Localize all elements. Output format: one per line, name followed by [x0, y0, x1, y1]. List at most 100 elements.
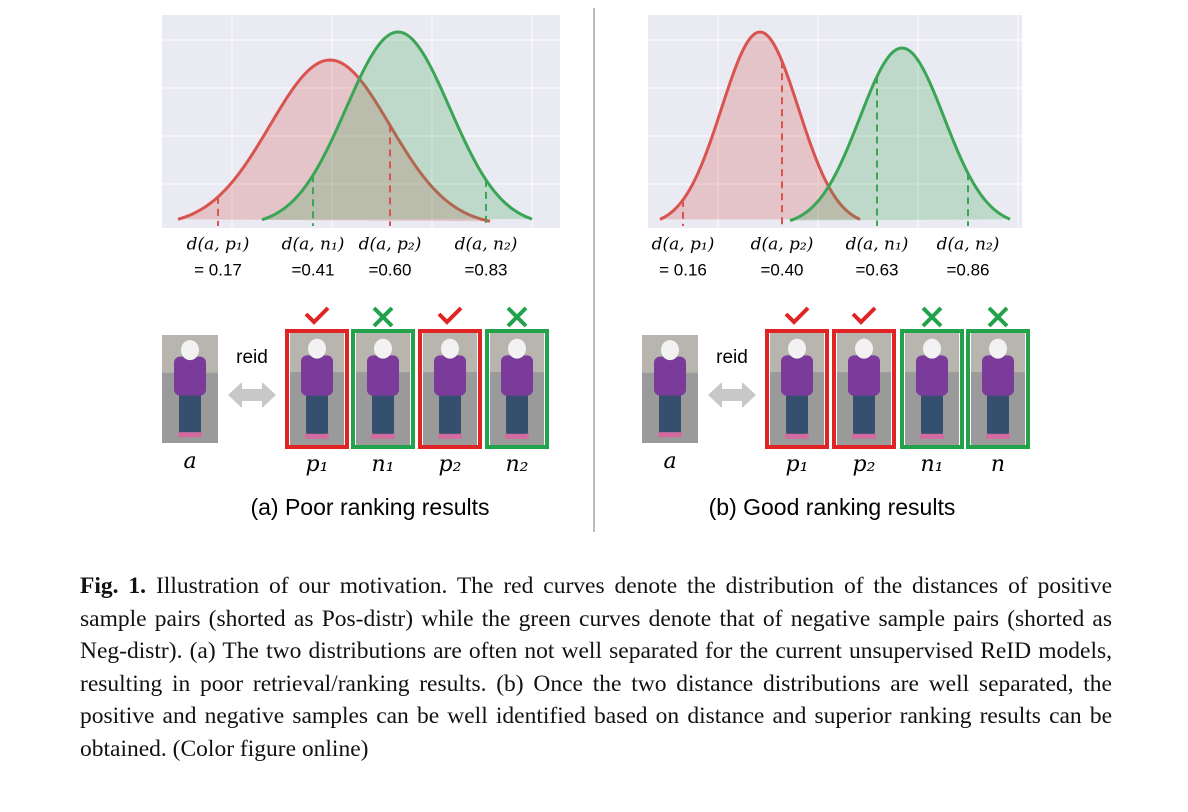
legs [786, 391, 808, 437]
cross-mark [506, 306, 528, 328]
legs [372, 391, 394, 437]
legs [179, 391, 201, 435]
shirt [982, 355, 1014, 396]
person-image [290, 333, 344, 445]
result-label: n₂ [506, 452, 529, 477]
legs [439, 391, 461, 437]
shoes [920, 433, 944, 439]
result-box [765, 329, 829, 449]
query-label: reid [716, 347, 748, 368]
face [855, 338, 873, 359]
distance-value: =0.63 [855, 260, 898, 279]
person-image [356, 333, 410, 445]
cross-mark [921, 306, 943, 328]
legs [921, 391, 943, 437]
result-label: n [991, 452, 1005, 477]
distribution-area [660, 32, 860, 220]
distance-value: =0.41 [291, 260, 334, 279]
distance-label: d(a, p₁) [652, 235, 715, 255]
result-label: n₁ [921, 452, 944, 477]
caption-label: Fig. 1. [80, 573, 147, 599]
distribution-area [790, 48, 1010, 221]
distribution-area [178, 60, 490, 222]
distance-label: d(a, n₂) [937, 235, 1000, 255]
face [441, 338, 459, 359]
legs [506, 391, 528, 437]
shirt [174, 356, 206, 396]
person-image [837, 333, 891, 445]
reid-arrow [708, 382, 756, 408]
distance-value: =0.83 [464, 260, 507, 279]
distribution-curve [177, 58, 491, 223]
figure: d(a, p₁) = 0.17 d(a, n₁) =0.41 d(a, p₂) =0.60… [162, 8, 1030, 532]
shoes [658, 432, 682, 438]
person-image [490, 333, 544, 445]
result-label: p₂ [853, 452, 876, 477]
shoes [852, 433, 876, 439]
anchor-label: a [663, 449, 676, 474]
cross-mark [372, 306, 394, 328]
result-box [966, 329, 1030, 449]
face [308, 338, 326, 359]
distance-label: d(a, p₂) [751, 235, 814, 255]
face [181, 340, 199, 361]
check-mark [851, 306, 877, 325]
face [989, 338, 1007, 359]
legs [659, 391, 681, 435]
shoes [178, 432, 202, 438]
result-box [900, 329, 964, 449]
distance-label: d(a, n₁) [846, 235, 909, 255]
distance-value: =0.86 [946, 260, 989, 279]
person-image [642, 335, 698, 443]
distance-value: =0.60 [368, 260, 411, 279]
shirt [434, 355, 466, 396]
shirt [301, 355, 333, 396]
face [508, 338, 526, 359]
shirt [848, 355, 880, 396]
distance-label: d(a, n₁) [282, 235, 345, 255]
plot-bg [648, 15, 1022, 228]
shoes [505, 433, 529, 439]
distribution-area [262, 32, 532, 220]
shirt [916, 355, 948, 396]
legs [987, 391, 1009, 437]
face [923, 338, 941, 359]
shoes [785, 433, 809, 439]
panel-caption: (a) Poor ranking results [250, 494, 489, 520]
distance-value: = 0.17 [194, 260, 242, 279]
face [661, 340, 679, 361]
person-image [905, 333, 959, 445]
face [788, 338, 806, 359]
shoes [305, 433, 329, 439]
legs [853, 391, 875, 437]
person-image [423, 333, 477, 445]
shirt [654, 356, 686, 396]
check-mark [437, 306, 463, 325]
result-label: p₁ [306, 452, 329, 477]
shirt [781, 355, 813, 396]
distance-value: =0.40 [760, 260, 803, 279]
result-label: n₁ [372, 452, 395, 477]
figure-caption: Fig. 1. Illustration of our motivation. … [80, 570, 1112, 765]
cross-mark [987, 306, 1009, 328]
result-box [285, 329, 349, 449]
distance-value: = 0.16 [659, 260, 707, 279]
result-label: p₁ [786, 452, 809, 477]
legs [306, 391, 328, 437]
distribution-curve [789, 46, 1011, 223]
result-box [418, 329, 482, 449]
panel-caption: (b) Good ranking results [709, 494, 956, 520]
check-mark [304, 306, 330, 325]
person-image [162, 335, 218, 443]
distance-label: d(a, p₁) [187, 235, 250, 255]
shoes [438, 433, 462, 439]
reid-arrow [228, 382, 276, 408]
result-box [485, 329, 549, 449]
person-image [770, 333, 824, 445]
distance-label: d(a, p₂) [359, 235, 422, 255]
shirt [501, 355, 533, 396]
check-mark [784, 306, 810, 325]
shoes [986, 433, 1010, 439]
shirt [367, 355, 399, 396]
